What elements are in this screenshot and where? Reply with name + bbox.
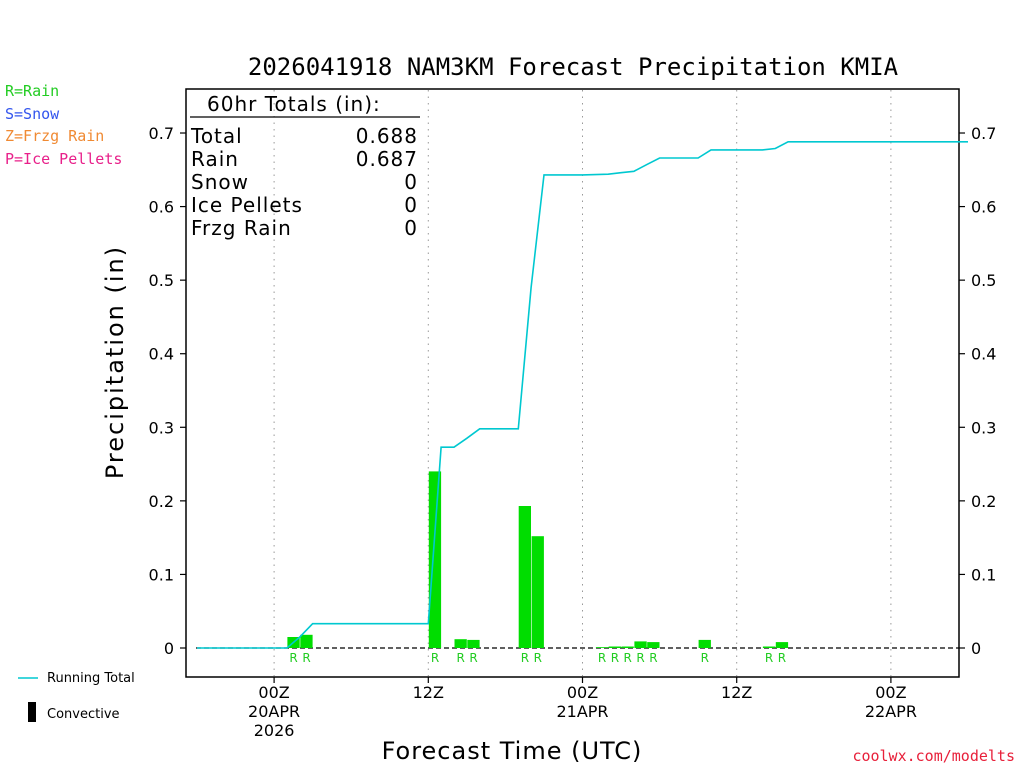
totals-label-2: Snow: [191, 170, 249, 194]
ytick-right-label-0: 0: [971, 639, 981, 658]
precip-bar-3: [454, 639, 467, 648]
xtick-label-2-1: 21APR: [556, 702, 608, 721]
totals-label-4: Frzg Rain: [191, 216, 292, 240]
y-axis-label: Precipitation (in): [101, 245, 129, 479]
precip-type-label-9: R: [624, 651, 632, 665]
precip-bar-13: [762, 646, 776, 648]
ytick-left-label-0: 0: [164, 639, 174, 658]
precip-bar-8: [608, 646, 621, 648]
precip-type-label-13: R: [765, 651, 773, 665]
ytick-left-label-6: 0.6: [149, 198, 174, 217]
precip-type-label-3: R: [457, 651, 465, 665]
precip-bar-6: [531, 536, 544, 648]
totals-value-3: 0: [404, 193, 418, 217]
precip-type-label-14: R: [778, 651, 786, 665]
y-axis-right: 0 0.1 0.2 0.3 0.4 0.5 0.6 0.7: [959, 124, 996, 658]
precip-type-label-1: R: [302, 651, 310, 665]
xtick-label-4-0: 00Z: [875, 683, 906, 702]
precip-bar-1: [300, 634, 313, 648]
precip-bars: [287, 471, 789, 648]
bottom-legend: Running Total Convective: [18, 671, 135, 722]
ytick-left-label-3: 0.3: [149, 418, 174, 437]
precip-bar-9: [621, 646, 634, 648]
precip-bar-5: [518, 506, 531, 648]
totals-value-0: 0.688: [356, 124, 418, 148]
ytick-right-label-3: 0.3: [971, 418, 996, 437]
ytick-left-label-7: 0.7: [149, 124, 174, 143]
precip-bar-11: [647, 642, 660, 648]
plot-frame: [185, 88, 960, 678]
precip-type-label-4: R: [469, 651, 477, 665]
xtick-label-2-0: 00Z: [567, 683, 598, 702]
xtick-label-0-0: 00Z: [258, 683, 289, 702]
precip-type-label-2: R: [431, 651, 439, 665]
precip-type-label-8: R: [611, 651, 619, 665]
precip-type-label-5: R: [521, 651, 529, 665]
precip-type-label-12: R: [701, 651, 709, 665]
totals-value-2: 0: [404, 170, 418, 194]
credit-text: coolwx.com/modelts: [852, 747, 1015, 765]
totals-value-1: 0.687: [356, 147, 418, 171]
running-total-legend-label: Running Total: [47, 671, 135, 686]
ytick-right-label-6: 0.6: [971, 198, 996, 217]
precip-bar-10: [634, 641, 647, 648]
x-axis-label: Forecast Time (UTC): [382, 737, 643, 765]
ytick-right-label-4: 0.4: [971, 345, 996, 364]
precip-bar-14: [775, 642, 789, 648]
totals-value-4: 0: [404, 216, 418, 240]
precip-bar-7: [595, 647, 609, 648]
legend-snow: S=Snow: [5, 105, 60, 123]
precip-type-legend: R=Rain S=Snow Z=Frzg Rain P=Ice Pellets: [5, 82, 122, 168]
precip-bar-12: [698, 639, 711, 648]
xtick-label-1-0: 12Z: [413, 683, 444, 702]
xtick-label-3-0: 12Z: [721, 683, 752, 702]
precip-type-label-10: R: [636, 651, 644, 665]
precip-type-label-7: R: [598, 651, 606, 665]
totals-label-3: Ice Pellets: [191, 193, 303, 217]
ytick-right-label-7: 0.7: [971, 124, 996, 143]
ytick-left-label-1: 0.1: [149, 565, 174, 584]
running-total-line-group: [197, 141, 968, 649]
ytick-left-label-2: 0.2: [149, 492, 174, 511]
xtick-label-0-1: 20APR: [248, 702, 300, 721]
precip-bar-4: [467, 639, 480, 648]
convective-legend-swatch: [28, 702, 36, 722]
xtick-label-4-1: 22APR: [865, 702, 917, 721]
xtick-label-0-2: 2026: [254, 721, 295, 740]
totals-label-0: Total: [190, 124, 243, 148]
chart-title: 2026041918 NAM3KM Forecast Precipitation…: [248, 53, 899, 81]
ytick-right-label-5: 0.5: [971, 271, 996, 290]
precip-bar-2: [428, 471, 442, 648]
precip-type-label-11: R: [649, 651, 657, 665]
convective-legend-label: Convective: [47, 707, 120, 722]
precip-type-label-0: R: [289, 651, 297, 665]
precip-type-label-6: R: [534, 651, 542, 665]
legend-freezing-rain: Z=Frzg Rain: [5, 127, 104, 145]
legend-rain: R=Rain: [5, 82, 59, 100]
running-total-line: [197, 141, 968, 649]
legend-ice-pellets: P=Ice Pellets: [5, 150, 122, 168]
ytick-left-label-4: 0.4: [149, 345, 174, 364]
totals-box: 60hr Totals (in): Total 0.688 Rain 0.687 Sno…: [190, 92, 420, 240]
gridlines: [273, 90, 892, 676]
y-axis-left: 0 0.1 0.2 0.3 0.4 0.5 0.6 0.7: [149, 124, 186, 658]
ytick-left-label-5: 0.5: [149, 271, 174, 290]
ytick-right-label-1: 0.1: [971, 565, 996, 584]
totals-label-1: Rain: [191, 147, 239, 171]
totals-heading: 60hr Totals (in):: [207, 92, 381, 116]
ytick-right-label-2: 0.2: [971, 492, 996, 511]
